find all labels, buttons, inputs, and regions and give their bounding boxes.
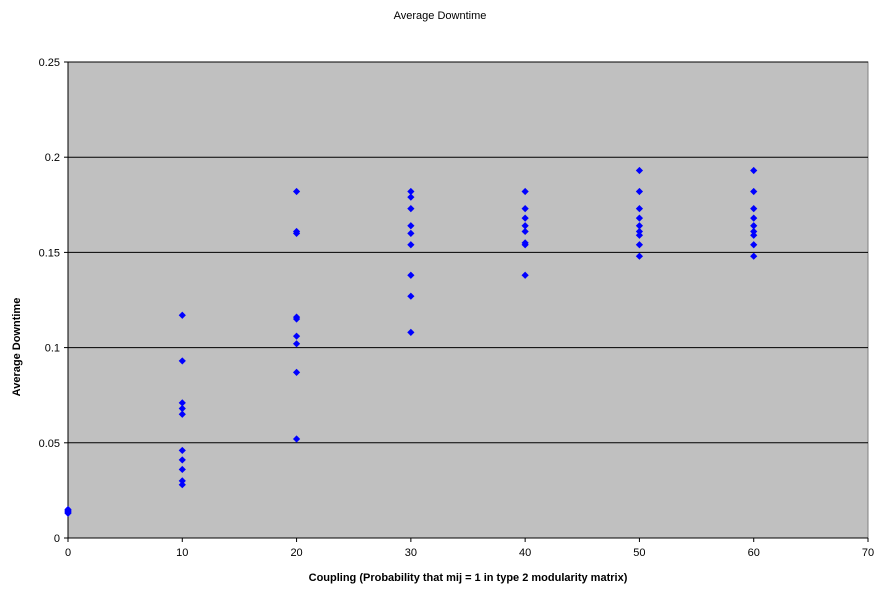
x-axis-title: Coupling (Probability that mij = 1 in ty… [308, 572, 628, 584]
data-point-0-49 [635, 252, 644, 260]
data-point-0-55 [750, 227, 758, 236]
data-point-0-35 [521, 214, 529, 222]
x-tick-label-4: 40 [519, 547, 531, 559]
y-axis-title: Average Downtime [11, 297, 23, 397]
data-point-0-57 [750, 241, 758, 249]
y-tick-label-4: 0.2 [45, 152, 60, 164]
data-point-0-47 [635, 231, 644, 239]
data-point-0-51 [750, 187, 758, 196]
x-tick-label-5: 50 [633, 547, 645, 559]
data-point-0-53 [750, 214, 758, 222]
data-point-0-11 [178, 456, 186, 464]
axes [64, 61, 869, 542]
data-point-0-23 [292, 435, 301, 443]
y-tick-label-3: 0.15 [39, 247, 60, 259]
y-tick-label-1: 0.05 [39, 438, 60, 450]
data-point-0-12 [178, 465, 186, 474]
x-tick-label-0: 0 [65, 547, 71, 559]
data-point-0-20 [292, 332, 301, 340]
data-point-0-41 [635, 166, 644, 175]
data-point-0-19 [292, 315, 301, 323]
y-tick-label-2: 0.1 [45, 343, 60, 355]
data-point-0-7 [178, 399, 186, 407]
data-point-0-27 [407, 222, 415, 230]
data-point-0-40 [521, 271, 529, 279]
data-point-0-26 [407, 205, 415, 213]
data-point-0-22 [292, 368, 301, 376]
x-tick-label-1: 10 [176, 547, 188, 559]
data-point-0-42 [635, 187, 644, 196]
data-points [64, 166, 758, 517]
y-tick-label-0: 0 [54, 533, 60, 545]
x-tick-label-7: 70 [862, 547, 874, 559]
gridlines [68, 61, 868, 444]
data-point-0-52 [750, 205, 758, 213]
data-point-0-58 [750, 252, 758, 260]
data-point-0-34 [521, 205, 529, 213]
plot-area [67, 61, 869, 539]
data-point-0-8 [178, 404, 186, 413]
data-point-0-9 [178, 410, 186, 418]
data-point-0-5 [178, 311, 186, 319]
data-point-0-33 [521, 187, 529, 196]
data-point-0-14 [178, 481, 186, 489]
chart-title: Average Downtime [393, 10, 487, 22]
data-point-0-24 [407, 187, 415, 196]
data-point-0-48 [635, 241, 644, 249]
data-point-0-37 [521, 227, 529, 236]
data-point-0-44 [635, 214, 644, 222]
data-point-0-54 [750, 222, 758, 230]
x-tick-label-6: 60 [748, 547, 760, 559]
data-point-0-6 [178, 357, 186, 365]
data-point-0-29 [407, 241, 415, 249]
data-point-0-43 [635, 205, 644, 213]
data-point-0-36 [521, 222, 529, 230]
data-point-0-46 [635, 227, 644, 236]
data-point-0-32 [407, 328, 415, 336]
y-tick-label-5: 0.25 [39, 57, 60, 69]
data-point-0-39 [521, 241, 529, 249]
plot-background [67, 61, 869, 539]
data-point-0-13 [178, 477, 186, 485]
data-point-0-28 [407, 229, 415, 237]
x-tick-label-3: 30 [405, 547, 417, 559]
data-point-0-4 [64, 505, 72, 514]
data-point-0-45 [635, 222, 644, 230]
tick-labels: 0 0.05 0.1 0.15 0.2 0.25 0 10 20 30 40 50 60 70 [39, 57, 875, 559]
data-point-0-25 [407, 193, 415, 201]
data-point-0-21 [292, 340, 301, 348]
data-point-0-50 [750, 166, 758, 175]
data-point-0-15 [292, 187, 301, 196]
data-point-0-30 [407, 271, 415, 279]
x-tick-label-2: 20 [290, 547, 302, 559]
data-point-0-56 [750, 231, 758, 239]
data-point-0-31 [407, 292, 415, 300]
data-point-0-17 [292, 229, 301, 237]
data-point-0-10 [178, 446, 186, 455]
